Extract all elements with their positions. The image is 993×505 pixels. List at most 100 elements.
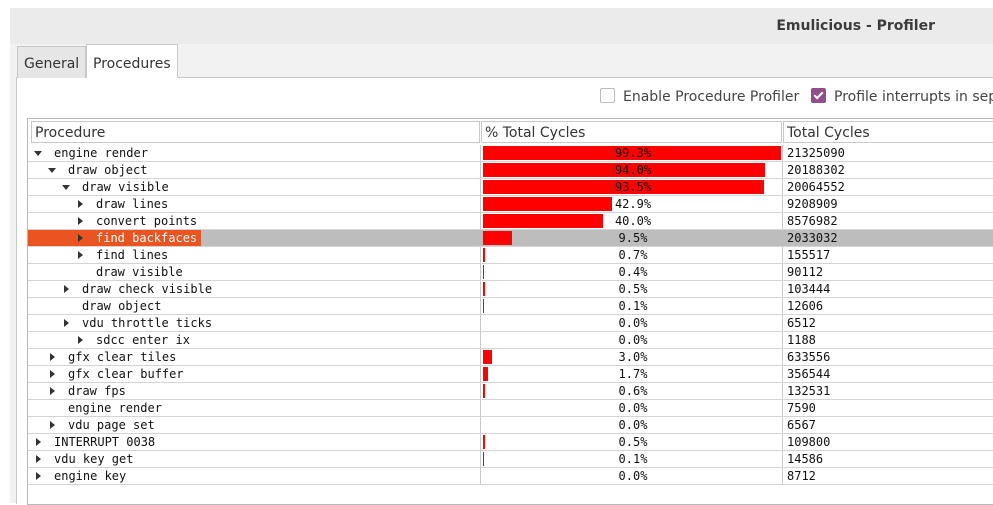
procedure-name: draw object: [82, 298, 161, 314]
total-cycles: 103444: [787, 281, 830, 297]
procedure-name: engine render: [54, 145, 148, 161]
total-cycles: 8576982: [787, 213, 838, 229]
procedure-name: convert points: [96, 213, 197, 229]
total-cycles: 132531: [787, 383, 830, 399]
percent-label: 0.5%: [483, 434, 783, 450]
collapsed-arrow[interactable]: [50, 370, 55, 378]
table-row[interactable]: vdu page set 0.0%6567: [28, 417, 993, 434]
total-cycles: 1188: [787, 332, 816, 348]
table-row[interactable]: find backfaces 9.5%2033032: [28, 230, 993, 247]
total-cycles: 90112: [787, 264, 823, 280]
procedure-name: engine render: [68, 400, 162, 416]
checkbox-label: Enable Procedure Profiler: [623, 89, 799, 105]
tab[interactable]: General: [17, 46, 86, 78]
column-header[interactable]: Total Cycles: [783, 121, 993, 143]
expanded-arrow[interactable]: [34, 151, 42, 156]
table-row[interactable]: engine render 0.0%7590: [28, 400, 993, 417]
table-row[interactable]: draw object 0.1%12606: [28, 298, 993, 315]
checkbox-label: Profile interrupts in sep: [834, 89, 993, 105]
expanded-arrow[interactable]: [48, 168, 56, 173]
percent-label: 0.0%: [483, 468, 783, 484]
collapsed-arrow[interactable]: [50, 421, 55, 429]
procedure-name: draw lines: [96, 196, 168, 212]
collapsed-arrow[interactable]: [78, 217, 83, 225]
checkbox[interactable]: [811, 88, 826, 103]
total-cycles: 12606: [787, 298, 823, 314]
percent-label: 0.1%: [483, 451, 783, 467]
percent-label: 0.0%: [483, 400, 783, 416]
percent-label: 0.1%: [483, 298, 783, 314]
table-row[interactable]: gfx clear buffer 1.7%356544: [28, 366, 993, 383]
column-header[interactable]: % Total Cycles: [481, 121, 782, 143]
tab[interactable]: Procedures: [86, 44, 178, 78]
collapsed-arrow[interactable]: [64, 319, 69, 327]
total-cycles: 2033032: [787, 230, 838, 246]
procedure-name: engine key: [54, 468, 126, 484]
total-cycles: 6512: [787, 315, 816, 331]
procedure-name: draw object: [68, 162, 147, 178]
total-cycles: 21325090: [787, 145, 845, 161]
percent-label: 99.3%: [483, 145, 783, 161]
table-row[interactable]: sdcc enter ix 0.0%1188: [28, 332, 993, 349]
procedure-name: vdu page set: [68, 417, 155, 433]
checkbox-option[interactable]: Enable Procedure Profiler: [600, 88, 799, 106]
total-cycles: 14586: [787, 451, 823, 467]
procedure-name: draw visible: [96, 264, 183, 280]
collapsed-arrow[interactable]: [36, 472, 41, 480]
percent-label: 1.7%: [483, 366, 783, 382]
window-title: Emulicious - Profiler: [776, 18, 935, 34]
table-row[interactable]: draw visible 0.4%90112: [28, 264, 993, 281]
checkbox-option[interactable]: Profile interrupts in sep: [811, 88, 993, 106]
column-header[interactable]: Procedure: [31, 121, 480, 143]
procedure-name: vdu throttle ticks: [82, 315, 212, 331]
percent-label: 94.0%: [483, 162, 783, 178]
procedure-name: find lines: [96, 247, 168, 263]
table-row[interactable]: vdu key get 0.1%14586: [28, 451, 993, 468]
table-row[interactable]: draw check visible 0.5%103444: [28, 281, 993, 298]
collapsed-arrow[interactable]: [78, 336, 83, 344]
collapsed-arrow[interactable]: [78, 234, 83, 242]
collapsed-arrow[interactable]: [78, 251, 83, 259]
percent-label: 9.5%: [483, 230, 783, 246]
procedure-name: gfx clear tiles: [68, 349, 176, 365]
total-cycles: 20064552: [787, 179, 845, 195]
procedure-name: sdcc enter ix: [96, 332, 190, 348]
procedure-name: draw check visible: [82, 281, 212, 297]
percent-label: 0.5%: [483, 281, 783, 297]
procedure-name: draw fps: [68, 383, 126, 399]
table-row[interactable]: engine render 99.3%21325090: [28, 145, 993, 162]
collapsed-arrow[interactable]: [50, 387, 55, 395]
collapsed-arrow[interactable]: [78, 200, 83, 208]
expanded-arrow[interactable]: [62, 185, 70, 190]
procedure-name: vdu key get: [54, 451, 133, 467]
procedure-name: find backfaces: [96, 230, 197, 246]
total-cycles: 356544: [787, 366, 830, 382]
total-cycles: 7590: [787, 400, 816, 416]
percent-label: 42.9%: [483, 196, 783, 212]
percent-label: 0.7%: [483, 247, 783, 263]
percent-label: 93.5%: [483, 179, 783, 195]
percent-label: 0.0%: [483, 332, 783, 348]
table-row[interactable]: draw object 94.0%20188302: [28, 162, 993, 179]
total-cycles: 20188302: [787, 162, 845, 178]
checkbox[interactable]: [600, 88, 615, 103]
procedure-name: gfx clear buffer: [68, 366, 184, 382]
collapsed-arrow[interactable]: [64, 285, 69, 293]
collapsed-arrow[interactable]: [50, 353, 55, 361]
collapsed-arrow[interactable]: [36, 438, 41, 446]
percent-label: 0.0%: [483, 417, 783, 433]
total-cycles: 6567: [787, 417, 816, 433]
collapsed-arrow[interactable]: [36, 455, 41, 463]
percent-label: 0.4%: [483, 264, 783, 280]
